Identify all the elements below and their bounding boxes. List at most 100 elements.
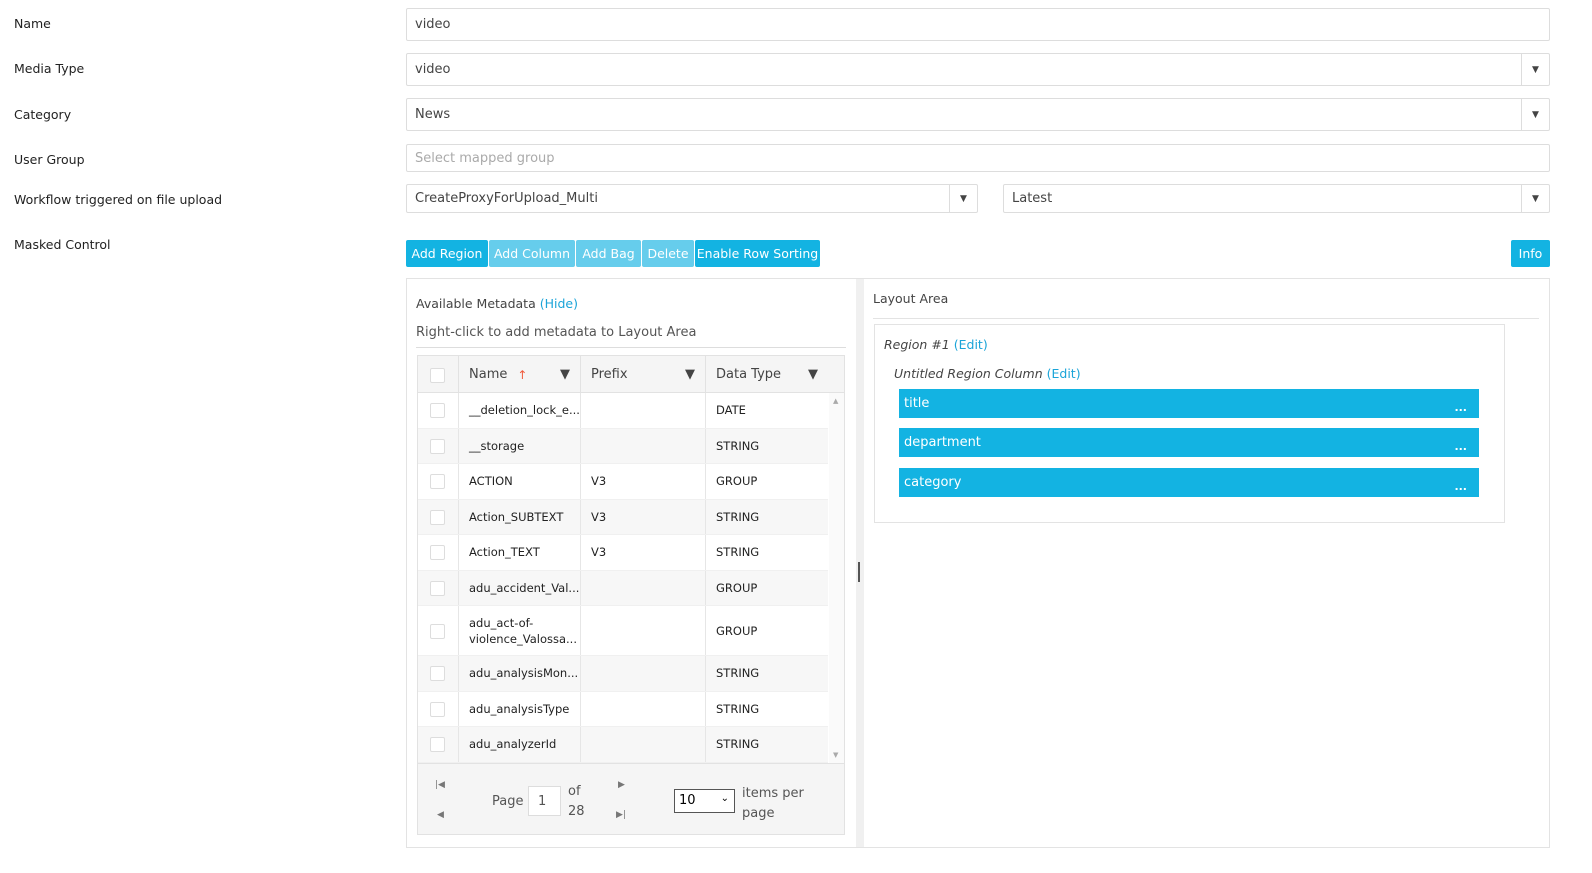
cell-name: adu_analysisMon... <box>458 656 580 691</box>
layout-item-label: category <box>904 475 962 490</box>
table-row[interactable]: adu_analysisType STRING <box>418 691 828 727</box>
more-icon[interactable]: ... <box>1454 440 1467 453</box>
filter-icon[interactable]: ▼ <box>685 367 695 382</box>
prev-page-icon[interactable]: ◀ <box>437 810 444 820</box>
table-row[interactable]: Action_TEXT V3 STRING <box>418 535 828 571</box>
table-row[interactable]: adu_accident_Val... GROUP <box>418 570 828 606</box>
chevron-down-icon[interactable]: ▼ <box>1521 185 1549 212</box>
filter-icon[interactable]: ▼ <box>560 367 570 382</box>
scroll-down-icon[interactable]: ▼ <box>833 751 839 759</box>
region-box <box>874 324 1505 523</box>
metadata-hint: Right-click to add metadata to Layout Ar… <box>416 325 697 340</box>
row-checkbox[interactable] <box>430 509 445 525</box>
cell-prefix: V3 <box>580 535 705 570</box>
scroll-up-icon[interactable]: ▲ <box>833 397 839 405</box>
items-per-page-label: items per page <box>742 786 804 821</box>
cell-name: adu_accident_Val... <box>458 570 580 605</box>
filter-icon[interactable]: ▼ <box>808 367 818 382</box>
workflow-version-select[interactable]: Latest ▼ <box>1003 184 1550 213</box>
enable-row-sorting-button[interactable]: Enable Row Sorting <box>695 240 820 267</box>
workflow-select[interactable]: CreateProxyForUpload_Multi ▼ <box>406 184 978 213</box>
table-row[interactable]: ACTION V3 GROUP <box>418 464 828 500</box>
chevron-down-icon[interactable]: ▼ <box>1521 99 1549 130</box>
cell-name: adu_act-of-violence_Valossa... <box>458 606 580 655</box>
workflow-label: Workflow triggered on file upload <box>14 192 223 207</box>
available-metadata-title: Available Metadata (Hide) <box>416 296 578 311</box>
first-page-icon[interactable]: |◀ <box>435 780 445 790</box>
row-checkbox[interactable] <box>430 474 445 490</box>
media-type-value: video <box>415 62 451 77</box>
cell-prefix <box>580 656 705 691</box>
region-column-title: Untitled Region Column (Edit) <box>894 366 1081 381</box>
total-pages: 28 <box>568 804 585 819</box>
table-row[interactable]: __storage STRING <box>418 428 828 464</box>
pager: |◀ ◀ Page 1 of 28 ▶ ▶| 10 ⌄ items per pag… <box>418 763 844 834</box>
media-type-select[interactable]: video ▼ <box>406 53 1550 86</box>
sort-ascending-icon: ↑ <box>517 367 528 382</box>
chevron-down-icon[interactable]: ▼ <box>1521 54 1549 85</box>
next-page-icon[interactable]: ▶ <box>618 780 625 790</box>
layout-item-title[interactable]: title... <box>899 389 1479 418</box>
grid-scrollbar[interactable]: ▲ ▼ <box>829 393 844 763</box>
chevron-down-icon[interactable]: ▼ <box>949 185 977 212</box>
name-input[interactable]: video <box>406 8 1550 41</box>
column-header-data-type[interactable]: Data Type ▼ <box>705 356 828 393</box>
cell-data-type: STRING <box>705 691 828 726</box>
add-column-button[interactable]: Add Column <box>489 240 575 267</box>
user-group-input[interactable]: Select mapped group <box>406 144 1550 172</box>
add-bag-button[interactable]: Add Bag <box>576 240 641 267</box>
items-per-page-select[interactable]: 10 ⌄ <box>674 789 735 813</box>
user-group-label: User Group <box>14 152 85 167</box>
divider <box>873 318 1539 319</box>
region-column-edit-link[interactable]: (Edit) <box>1046 366 1081 381</box>
divider <box>416 347 846 348</box>
cell-data-type: DATE <box>705 393 828 428</box>
cell-prefix <box>580 691 705 726</box>
category-select[interactable]: News ▼ <box>406 98 1550 131</box>
row-checkbox[interactable] <box>430 438 445 454</box>
column-type-label: Data Type <box>716 367 782 382</box>
cell-name: __deletion_lock_e... <box>458 393 580 428</box>
row-checkbox[interactable] <box>430 623 445 639</box>
row-checkbox[interactable] <box>430 701 445 717</box>
row-checkbox[interactable] <box>430 737 445 753</box>
table-row[interactable]: adu_analyzerId STRING <box>418 727 828 763</box>
page-input[interactable]: 1 <box>528 786 561 816</box>
row-checkbox[interactable] <box>430 545 445 561</box>
splitter-handle[interactable] <box>858 562 860 582</box>
last-page-icon[interactable]: ▶| <box>616 810 626 820</box>
table-row[interactable]: adu_analysisMon... STRING <box>418 656 828 692</box>
info-button[interactable]: Info <box>1511 240 1550 267</box>
cell-data-type: STRING <box>705 727 828 762</box>
splitter[interactable] <box>856 279 864 847</box>
cell-prefix <box>580 727 705 762</box>
cell-data-type: GROUP <box>705 464 828 499</box>
row-checkbox[interactable] <box>430 666 445 682</box>
layout-item-department[interactable]: department... <box>899 428 1479 457</box>
table-row[interactable]: __deletion_lock_e... DATE <box>418 393 828 429</box>
delete-button[interactable]: Delete <box>642 240 694 267</box>
select-all-checkbox[interactable] <box>430 368 445 383</box>
column-header-name[interactable]: Name ↑ ▼ <box>458 356 580 393</box>
hide-link[interactable]: (Hide) <box>539 296 578 311</box>
table-row[interactable]: adu_act-of-violence_Valossa... GROUP <box>418 606 828 656</box>
more-icon[interactable]: ... <box>1454 401 1467 414</box>
layout-item-category[interactable]: category... <box>899 468 1479 497</box>
column-name-label: Name <box>469 367 508 382</box>
add-region-button[interactable]: Add Region <box>406 240 488 267</box>
region-label: Region #1 <box>884 337 950 352</box>
row-checkbox[interactable] <box>430 403 445 419</box>
masked-control-panel <box>406 278 1550 848</box>
page-label: Page <box>492 794 524 809</box>
cell-prefix <box>580 393 705 428</box>
cell-data-type: GROUP <box>705 570 828 605</box>
cell-name: ACTION <box>458 464 580 499</box>
column-header-prefix[interactable]: Prefix ▼ <box>580 356 705 393</box>
layout-area-title: Layout Area <box>873 291 949 306</box>
region-edit-link[interactable]: (Edit) <box>953 337 988 352</box>
table-row[interactable]: Action_SUBTEXT V3 STRING <box>418 499 828 535</box>
workflow-value: CreateProxyForUpload_Multi <box>415 191 598 206</box>
cell-prefix: V3 <box>580 464 705 499</box>
more-icon[interactable]: ... <box>1454 480 1467 493</box>
row-checkbox[interactable] <box>430 580 445 596</box>
